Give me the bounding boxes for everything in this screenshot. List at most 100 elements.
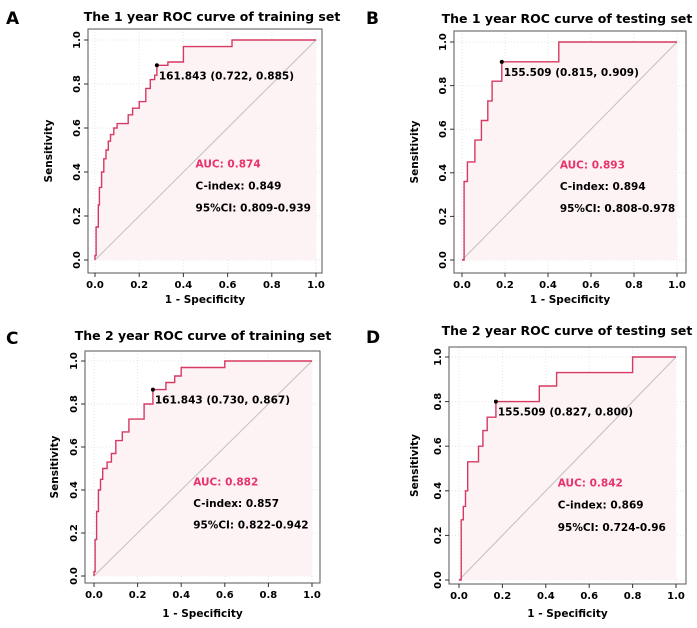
x-axis-label: 1 - Specificity	[527, 608, 608, 620]
ci-label: 95%CI: 0.822-0.942	[193, 520, 308, 532]
plot-frame	[87, 28, 323, 274]
panel-letter: A	[6, 9, 20, 29]
x-tick-label: 0.8	[624, 591, 642, 602]
x-tick-label: 0.0	[85, 590, 103, 601]
cindex-label: C-index: 0.857	[193, 498, 279, 510]
plot-frame	[84, 350, 321, 584]
panel-a: A The 1 year ROC curve of training set 0.0…	[6, 9, 340, 306]
auc-label: AUC: 0.842	[558, 477, 623, 489]
roc-curve	[93, 360, 312, 576]
cutoff-label: 155.509 (0.815, 0.909)	[504, 67, 639, 79]
cutoff-label: 161.843 (0.730, 0.867)	[155, 395, 290, 407]
y-tick-label: 0.4	[69, 481, 80, 499]
auc-label: AUC: 0.882	[193, 477, 258, 489]
x-tick-label: 0.6	[582, 280, 600, 291]
y-tick-label: 0.6	[69, 438, 80, 456]
ci-label: 95%CI: 0.809-0.939	[196, 203, 311, 215]
y-tick-label: 0.8	[69, 395, 80, 413]
x-tick-label: 0.4	[539, 280, 557, 291]
y-tick-label: 1.0	[433, 348, 444, 366]
cindex-label: C-index: 0.849	[196, 181, 282, 193]
x-tick-label: 0.6	[216, 590, 234, 601]
reference-diagonal	[461, 41, 678, 261]
y-tick-label: 0.8	[72, 75, 83, 93]
y-axis-label: Sensitivity	[409, 434, 421, 497]
x-tick-label: 1.0	[303, 590, 321, 601]
x-tick-label: 0.4	[537, 591, 555, 602]
y-axis-label: Sensitivity	[49, 435, 61, 498]
y-tick-label: 0.2	[72, 207, 83, 225]
y-tick-label: 1.0	[72, 31, 83, 49]
cutoff-point	[499, 59, 504, 64]
y-tick-label: 0.0	[72, 251, 83, 269]
ci-label: 95%CI: 0.808-0.978	[560, 203, 675, 215]
cutoff-label: 155.509 (0.827, 0.800)	[498, 407, 633, 419]
cutoff-point	[150, 387, 155, 392]
cutoff-point	[493, 399, 498, 404]
x-tick-label: 1.0	[307, 280, 325, 291]
cutoff-point	[154, 63, 159, 68]
x-tick-label: 0.4	[175, 280, 193, 291]
x-tick-label: 0.6	[219, 280, 237, 291]
y-tick-label: 0.2	[433, 527, 444, 545]
x-tick-label: 0.2	[494, 591, 512, 602]
panel-letter: C	[6, 329, 18, 349]
cindex-label: C-index: 0.869	[558, 500, 644, 512]
y-tick-label: 0.4	[438, 164, 449, 182]
x-tick-label: 0.2	[130, 280, 148, 291]
reference-diagonal	[93, 360, 313, 577]
x-tick-label: 0.8	[263, 280, 281, 291]
x-tick-label: 0.0	[450, 591, 468, 602]
y-tick-label: 0.4	[72, 163, 83, 181]
reference-diagonal	[94, 39, 317, 261]
x-tick-label: 0.2	[496, 280, 514, 291]
x-tick-label: 1.0	[668, 280, 686, 291]
x-tick-label: 0.2	[129, 590, 147, 601]
y-axis-label: Sensitivity	[43, 119, 55, 182]
x-tick-label: 0.6	[580, 591, 598, 602]
plot-frame	[453, 30, 687, 274]
x-tick-label: 0.8	[260, 590, 278, 601]
y-tick-label: 0.0	[433, 571, 444, 589]
x-tick-label: 0.4	[172, 590, 190, 601]
ci-label: 95%CI: 0.724-0.96	[558, 522, 666, 534]
y-tick-label: 0.8	[438, 77, 449, 95]
x-tick-label: 1.0	[667, 591, 685, 602]
y-tick-label: 0.2	[438, 208, 449, 226]
x-axis-label: 1 - Specificity	[165, 294, 246, 306]
roc-curve	[459, 356, 676, 581]
panel-b: B The 1 year ROC curve of testing set 0.0 0…	[366, 9, 692, 306]
y-tick-label: 0.8	[433, 393, 444, 411]
x-tick-label: 0.0	[453, 280, 471, 291]
roc-curve	[462, 41, 677, 261]
chart-title: The 1 year ROC curve of training set	[84, 9, 341, 24]
y-tick-label: 0.6	[438, 120, 449, 138]
reference-diagonal	[458, 356, 677, 581]
x-axis-label: 1 - Specificity	[162, 608, 243, 620]
cindex-label: C-index: 0.894	[560, 181, 646, 193]
panel-d: D The 2 year ROC curve of testing set 0.0 0…	[366, 323, 692, 620]
plot-frame	[448, 346, 687, 585]
x-tick-label: 0.0	[86, 280, 104, 291]
chart-title: The 2 year ROC curve of testing set	[442, 323, 693, 338]
panel-c: C The 2 year ROC curve of training set 0.0…	[6, 328, 331, 620]
chart-title: The 2 year ROC curve of training set	[75, 328, 332, 343]
y-tick-label: 1.0	[438, 33, 449, 51]
y-tick-label: 0.6	[72, 119, 83, 137]
y-axis-label: Sensitivity	[409, 120, 421, 183]
chart-title: The 1 year ROC curve of testing set	[442, 11, 693, 26]
panel-letter: B	[366, 9, 379, 29]
y-tick-label: 0.6	[433, 437, 444, 455]
cutoff-label: 161.843 (0.722, 0.885)	[159, 70, 294, 82]
y-tick-label: 0.0	[438, 251, 449, 269]
auc-label: AUC: 0.893	[560, 159, 625, 171]
x-axis-label: 1 - Specificity	[530, 294, 611, 306]
auc-label: AUC: 0.874	[196, 159, 261, 171]
y-tick-label: 1.0	[69, 352, 80, 370]
panel-letter: D	[366, 328, 380, 348]
y-tick-label: 0.4	[433, 482, 444, 500]
x-tick-label: 0.8	[625, 280, 643, 291]
y-tick-label: 0.2	[69, 524, 80, 542]
y-tick-label: 0.0	[69, 567, 80, 585]
